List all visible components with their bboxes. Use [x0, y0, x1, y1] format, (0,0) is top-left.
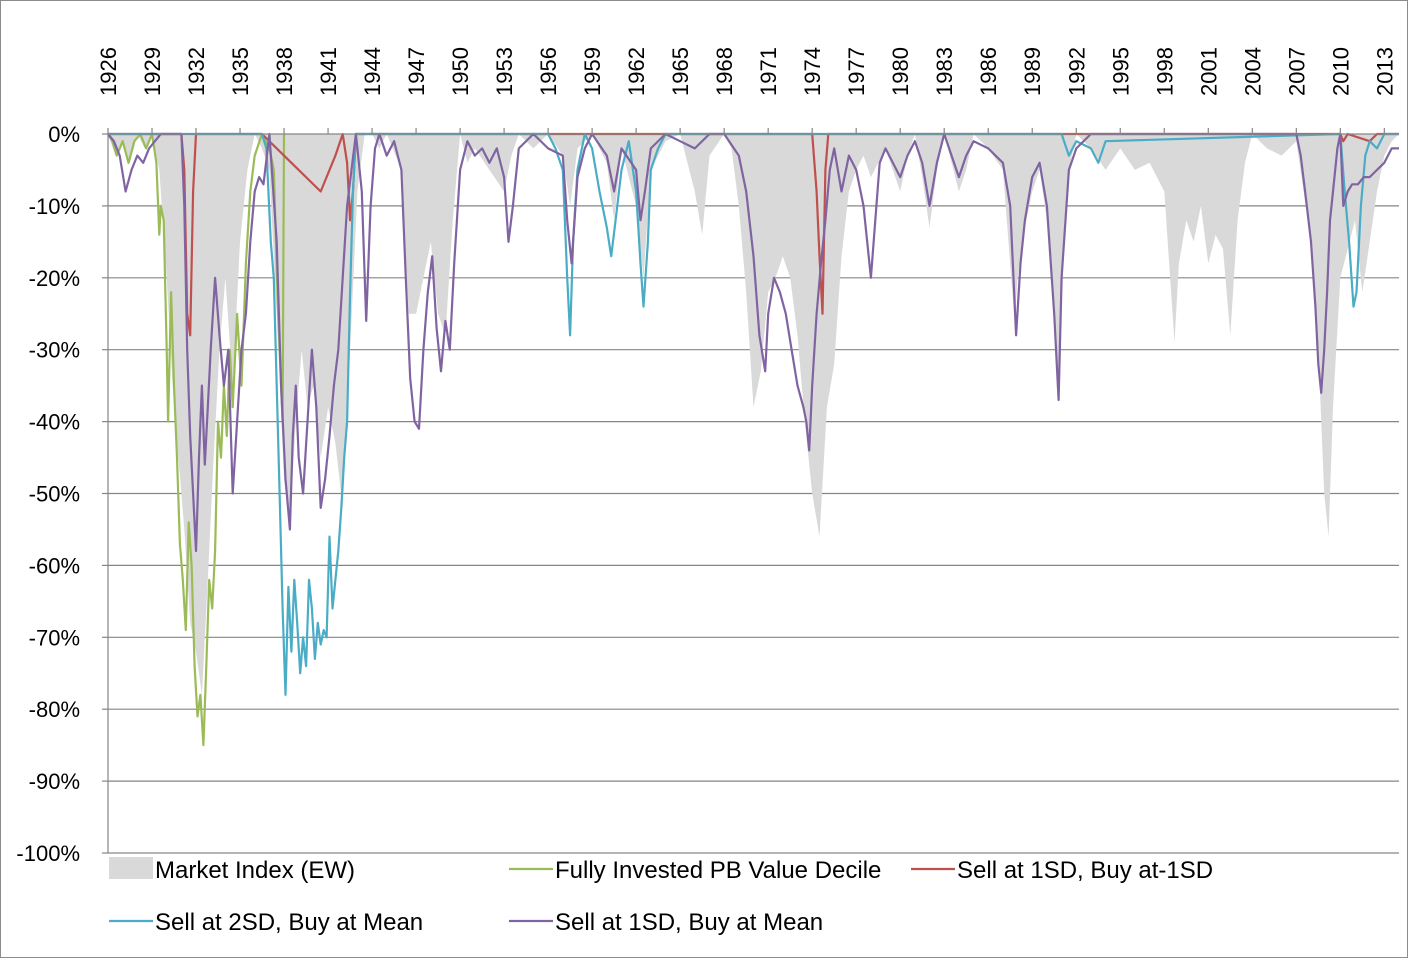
legend-label: Fully Invested PB Value Decile — [555, 857, 881, 884]
x-tick-label: 1950 — [448, 47, 473, 96]
x-tick-label: 1935 — [228, 47, 253, 96]
line-series — [107, 132, 1399, 747]
y-tick-label: -40% — [29, 410, 80, 435]
x-tick-label: 1956 — [536, 47, 561, 96]
y-tick-label: -20% — [29, 266, 80, 291]
legend-label: Market Index (EW) — [155, 857, 355, 884]
x-tick-label: 1977 — [844, 47, 869, 96]
y-tick-label: -10% — [29, 194, 80, 219]
x-tick-label: 1953 — [492, 47, 517, 96]
x-tick-label: 1965 — [668, 47, 693, 96]
x-axis-tick-labels: 1926 1929 1932 1935 1938 1941 1944 1947 1950 1953… — [96, 47, 1397, 134]
series-line-sell-at-2sd-buy-at-mean — [108, 132, 1399, 696]
area-series — [108, 134, 1399, 695]
y-tick-label: -50% — [29, 482, 80, 507]
x-tick-label: 1932 — [184, 47, 209, 96]
x-tick-label: 1995 — [1108, 47, 1133, 96]
x-tick-label: 1989 — [1020, 47, 1045, 96]
series-line-fully-invested-pb-value-decile — [107, 132, 286, 747]
legend-item-market-index-ew: Market Index (EW) — [109, 857, 355, 884]
x-tick-label: 1968 — [712, 47, 737, 96]
legend-item-fully-invested-pb-value-decile: Fully Invested PB Value Decile — [509, 857, 881, 884]
x-tick-label: 1959 — [580, 47, 605, 96]
x-tick-label: 1926 — [96, 47, 121, 96]
x-tick-label: 2013 — [1372, 47, 1397, 96]
x-tick-label: 1944 — [360, 47, 385, 96]
x-tick-label: 1998 — [1152, 47, 1177, 96]
y-tick-label: -70% — [29, 625, 80, 650]
legend-label: Sell at 1SD, Buy at-1SD — [957, 857, 1213, 884]
y-tick-label: -100% — [16, 841, 80, 866]
x-tick-label: 1983 — [932, 47, 957, 96]
legend-item-sell-at-1sd-buy-at-mean: Sell at 1SD, Buy at Mean — [509, 909, 823, 936]
y-axis-tick-labels: 0% -10% -20% -30% -40% -50% -60% -70% -80% -90% -1… — [16, 122, 108, 866]
y-tick-label: -60% — [29, 553, 80, 578]
x-tick-label: 1986 — [976, 47, 1001, 96]
x-tick-label: 2007 — [1284, 47, 1309, 96]
x-tick-label: 1980 — [888, 47, 913, 96]
y-tick-label: -80% — [29, 697, 80, 722]
y-tick-label: -90% — [29, 769, 80, 794]
x-tick-label: 2010 — [1328, 47, 1353, 96]
x-tick-label: 1929 — [140, 47, 165, 96]
x-tick-label: 1974 — [800, 47, 825, 96]
series-line-sell-at-1sd-buy-at-mean — [107, 132, 1399, 553]
legend-item-sell-at-2sd-buy-at-mean: Sell at 2SD, Buy at Mean — [109, 909, 423, 936]
legend: Market Index (EW) Fully Invested PB Value… — [109, 857, 1213, 936]
y-tick-label: -30% — [29, 338, 80, 363]
legend-label: Sell at 1SD, Buy at Mean — [555, 909, 823, 936]
legend-label: Sell at 2SD, Buy at Mean — [155, 909, 423, 936]
x-tick-label: 2001 — [1196, 47, 1221, 96]
y-tick-label: 0% — [48, 122, 80, 147]
series-area-market-index-ew — [108, 134, 1399, 695]
legend-swatch — [109, 857, 153, 879]
legend-item-sell-at-1sd-buy-at-1sd: Sell at 1SD, Buy at-1SD — [911, 857, 1213, 884]
x-tick-label: 2004 — [1240, 47, 1265, 96]
x-tick-label: 1938 — [272, 47, 297, 96]
x-tick-label: 1962 — [624, 47, 649, 96]
x-tick-label: 1947 — [404, 47, 429, 96]
x-tick-label: 1971 — [756, 47, 781, 96]
x-tick-label: 1941 — [316, 47, 341, 96]
x-tick-label: 1992 — [1064, 47, 1089, 96]
